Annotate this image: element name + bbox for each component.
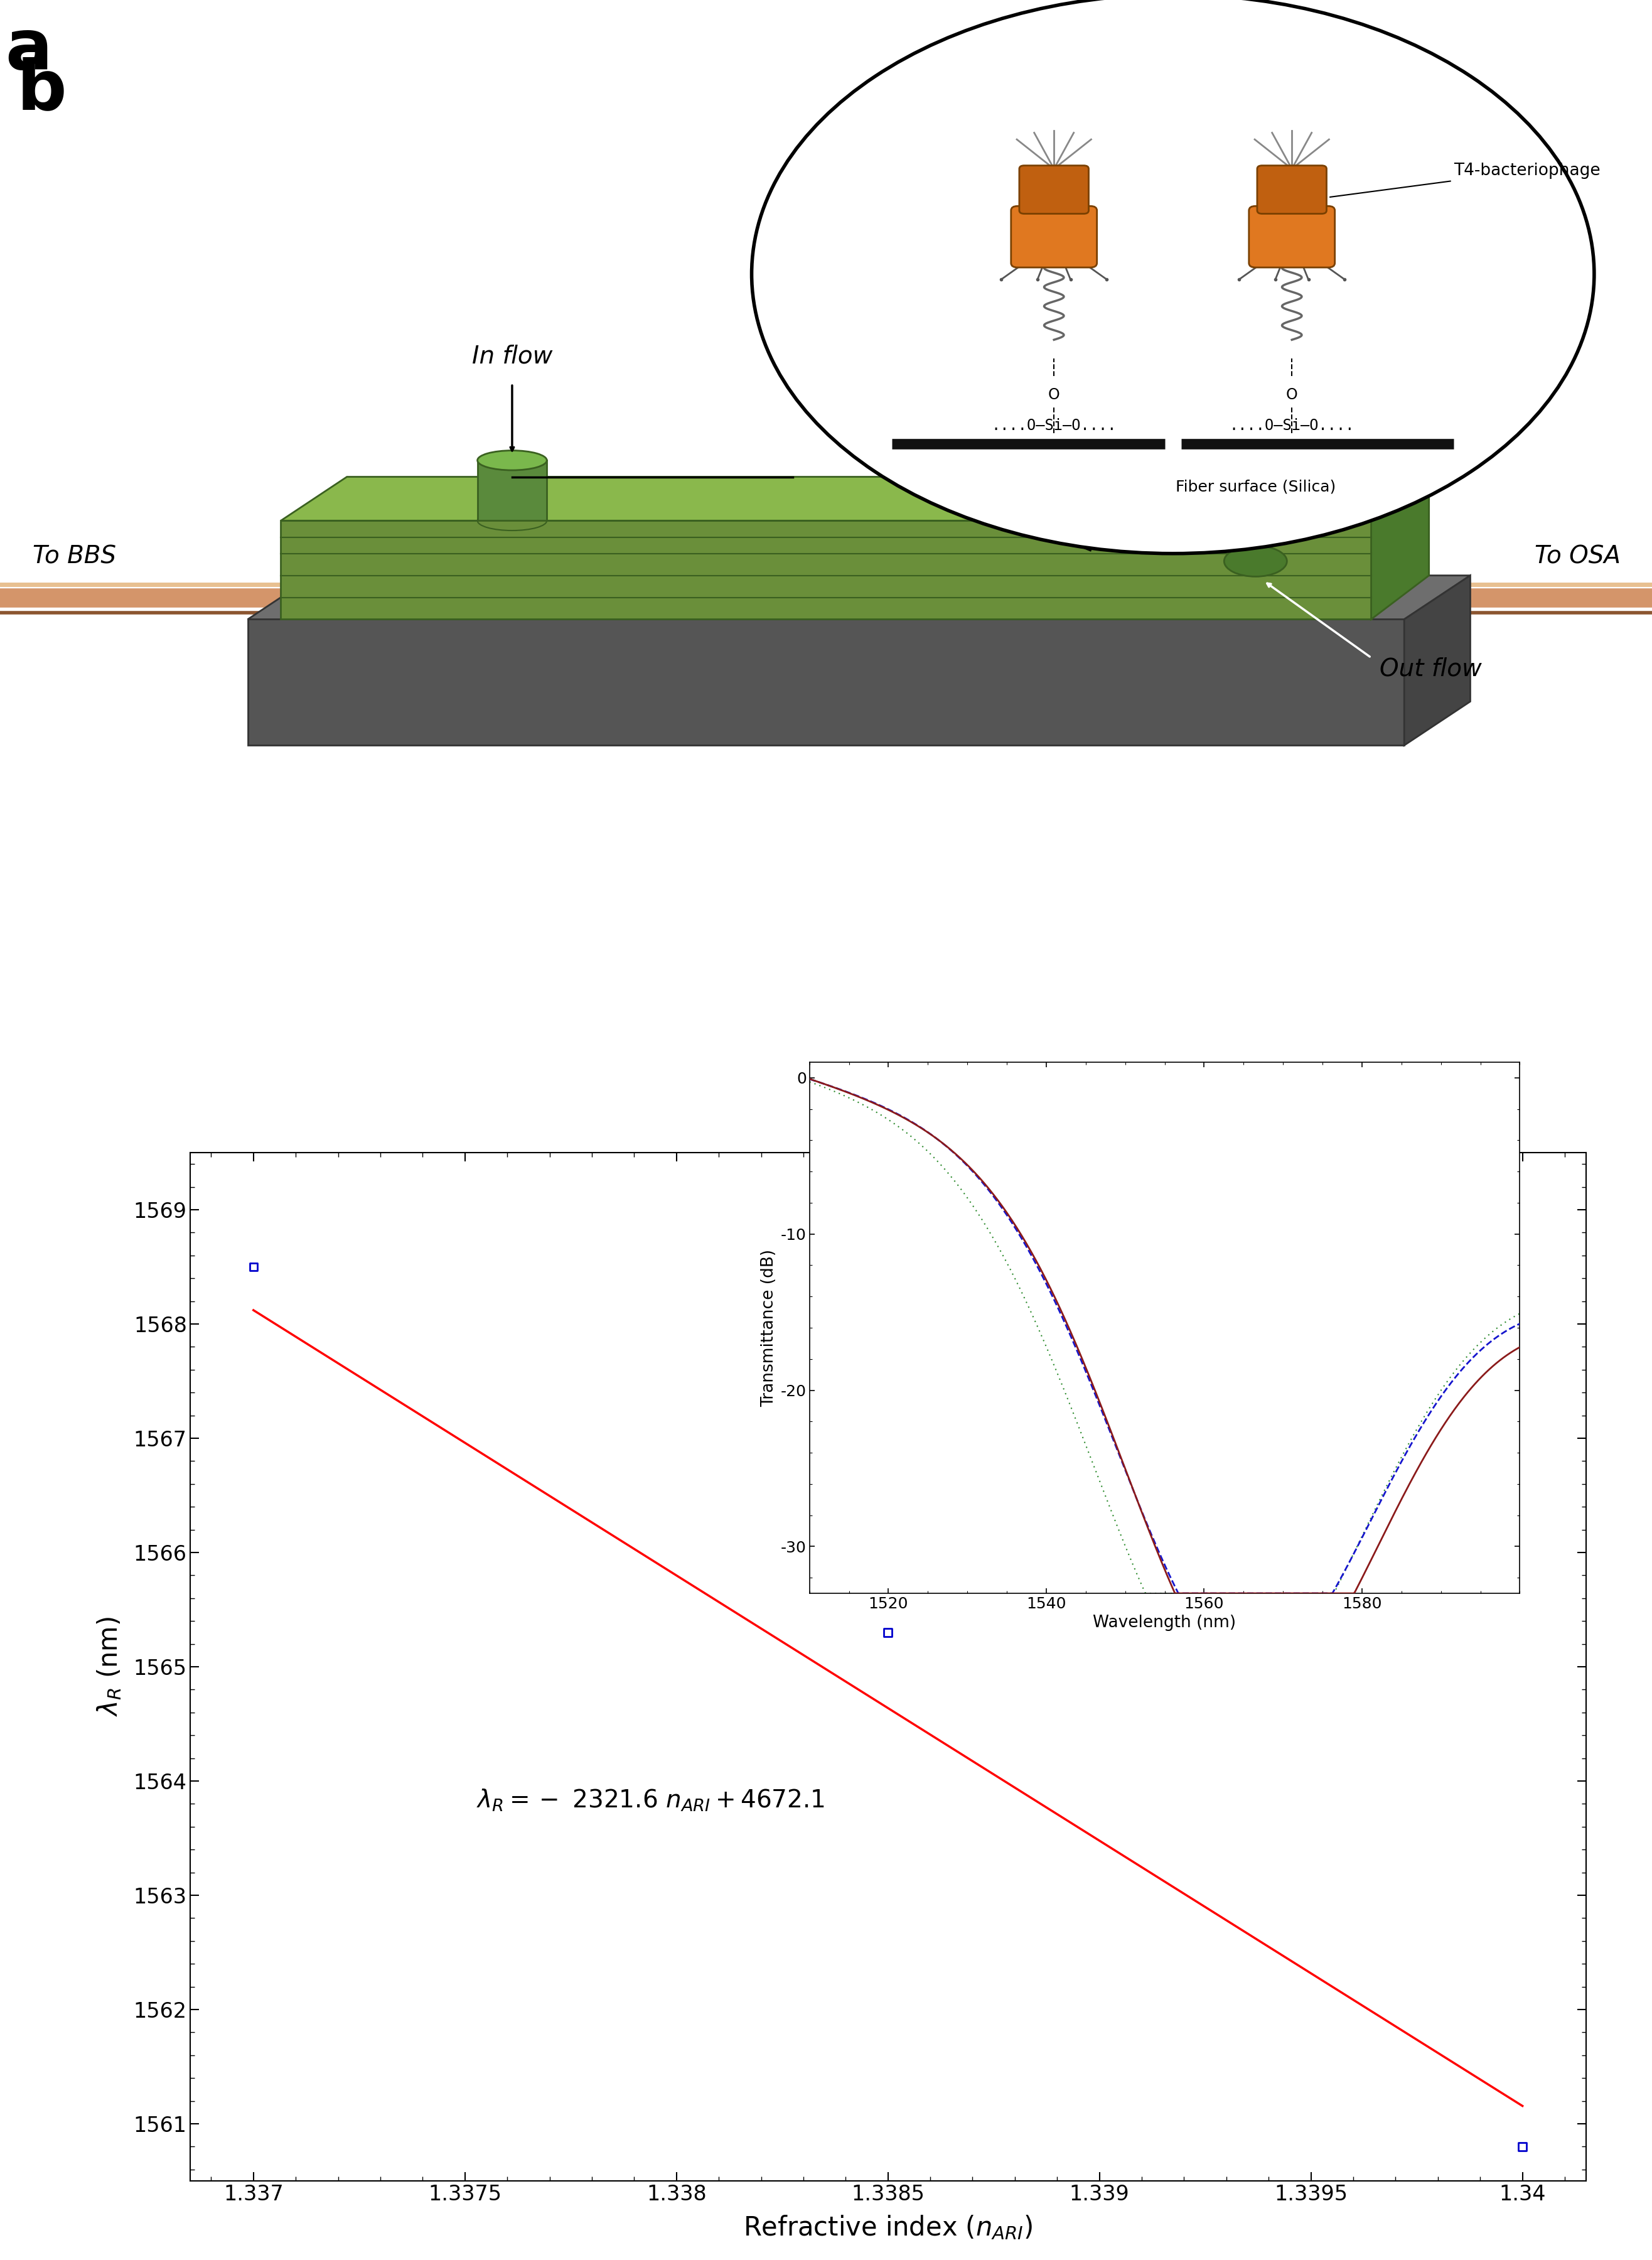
Text: In flow: In flow <box>472 344 552 368</box>
Polygon shape <box>477 461 547 520</box>
Text: To OSA: To OSA <box>1535 545 1621 570</box>
FancyBboxPatch shape <box>1019 165 1089 215</box>
Circle shape <box>752 0 1594 554</box>
Text: ....O—Si—O....: ....O—Si—O.... <box>991 418 1117 434</box>
Polygon shape <box>1404 576 1470 746</box>
Y-axis label: Transmittance (dB): Transmittance (dB) <box>762 1250 776 1406</box>
Ellipse shape <box>477 450 547 470</box>
X-axis label: Refractive index ($n_{ARI}$): Refractive index ($n_{ARI}$) <box>743 2213 1032 2242</box>
Text: a: a <box>5 16 51 84</box>
FancyBboxPatch shape <box>1011 206 1097 267</box>
Text: $\lambda_R = -\ 2321.6\ n_{ARI} + 4672.1$: $\lambda_R = -\ 2321.6\ n_{ARI} + 4672.1… <box>476 1788 824 1813</box>
Polygon shape <box>248 619 1404 746</box>
Point <box>1510 2129 1536 2165</box>
Text: To BBS: To BBS <box>33 545 116 570</box>
Polygon shape <box>281 477 1429 520</box>
FancyBboxPatch shape <box>1257 165 1327 215</box>
Text: O: O <box>1285 386 1298 402</box>
Ellipse shape <box>1224 547 1287 576</box>
Polygon shape <box>248 576 1470 619</box>
Text: Fiber surface (Silica): Fiber surface (Silica) <box>1176 479 1335 495</box>
Ellipse shape <box>477 511 547 531</box>
FancyBboxPatch shape <box>1249 206 1335 267</box>
Text: b: b <box>17 56 66 124</box>
Point <box>876 1614 902 1650</box>
Text: T4-bacteriophage: T4-bacteriophage <box>1330 163 1601 197</box>
Text: Out flow: Out flow <box>1379 658 1482 680</box>
X-axis label: Wavelength (nm): Wavelength (nm) <box>1094 1616 1236 1632</box>
Y-axis label: $\lambda_R$ (nm): $\lambda_R$ (nm) <box>96 1616 122 1718</box>
Text: O: O <box>1047 386 1061 402</box>
Point <box>240 1250 266 1286</box>
Text: ....O—Si—O....: ....O—Si—O.... <box>1229 418 1355 434</box>
Polygon shape <box>281 520 1371 619</box>
Polygon shape <box>1371 477 1429 619</box>
